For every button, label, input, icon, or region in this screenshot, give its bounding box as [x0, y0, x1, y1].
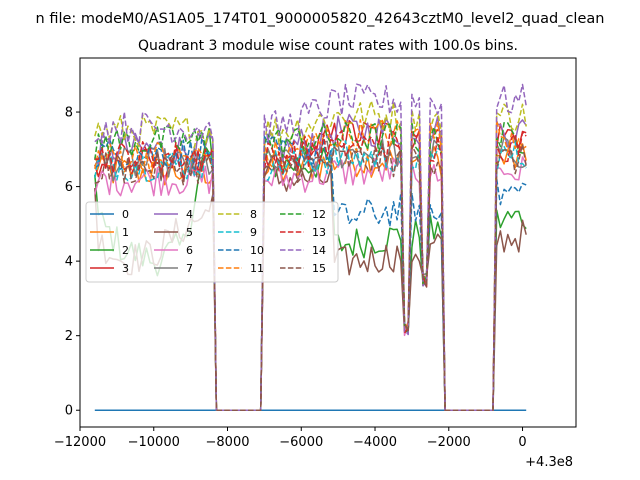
x-offset-label: +4.3e8 — [525, 455, 573, 470]
x-tick-label: −6000 — [279, 435, 323, 450]
y-tick-label: 4 — [65, 255, 73, 270]
legend-label-0: 0 — [122, 208, 129, 221]
x-tick-label: −4000 — [353, 435, 397, 450]
legend-label-14: 14 — [312, 244, 326, 257]
legend-frame — [85, 201, 339, 283]
y-axis: 0 2 4 6 8 — [65, 106, 80, 419]
figure-suptitle: n file: modeM0/AS1A05_174T01_9000005820_… — [36, 11, 605, 27]
x-tick-label: −12000 — [54, 435, 106, 450]
legend-label-10: 10 — [250, 244, 264, 257]
y-tick-label: 6 — [65, 180, 73, 195]
x-tick-label: −8000 — [206, 435, 250, 450]
series-line-15 — [94, 143, 527, 411]
x-tick-label: −10000 — [128, 435, 180, 450]
legend-label-4: 4 — [186, 208, 193, 221]
legend-label-7: 7 — [186, 262, 193, 275]
legend-label-6: 6 — [186, 244, 193, 257]
legend-label-9: 9 — [250, 226, 257, 239]
x-axis: −12000 −10000 −8000 −6000 −4000 −2000 0 — [54, 427, 527, 450]
legend-label-2: 2 — [122, 244, 129, 257]
series-line-13 — [94, 129, 527, 411]
legend-label-13: 13 — [312, 226, 326, 239]
y-tick-label: 8 — [65, 106, 73, 121]
legend-label-1: 1 — [122, 226, 129, 239]
legend-label-12: 12 — [312, 208, 326, 221]
legend-label-8: 8 — [250, 208, 257, 221]
x-tick-label: 0 — [518, 435, 526, 450]
plot-frame — [79, 57, 577, 428]
y-tick-label: 0 — [65, 404, 73, 419]
y-tick-label: 2 — [65, 329, 73, 344]
x-tick-label: −2000 — [427, 435, 471, 450]
legend-label-3: 3 — [122, 262, 129, 275]
legend-label-11: 11 — [250, 262, 264, 275]
legend-label-5: 5 — [186, 226, 193, 239]
chart-title: Quadrant 3 module wise count rates with … — [138, 38, 518, 54]
legend-label-15: 15 — [312, 262, 326, 275]
